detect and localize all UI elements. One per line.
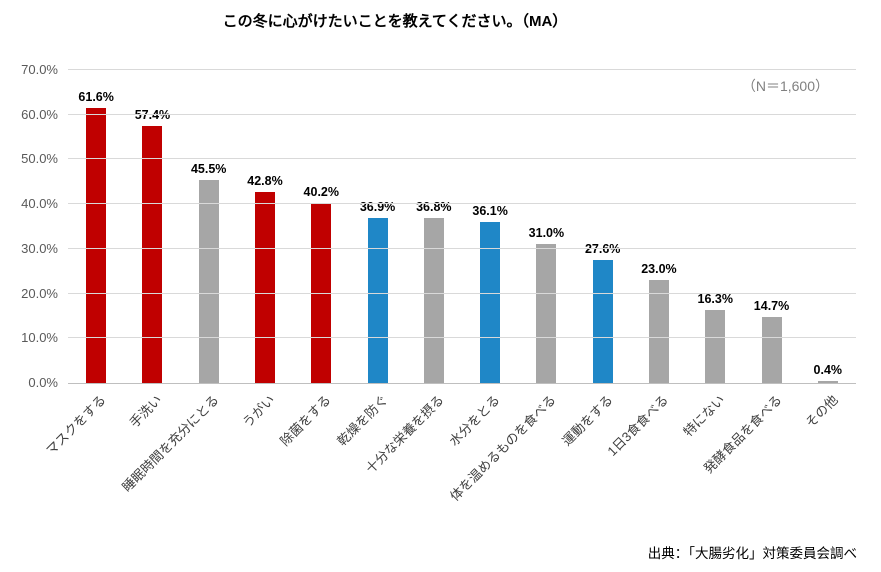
bar-value-label: 40.2% — [303, 185, 339, 200]
chart-title: この冬に心がけたいことを教えてください。（MA） — [222, 13, 568, 30]
x-axis-category-label: 手洗い — [126, 392, 166, 431]
bar-column: 23.0% 1日3食食べる — [605, 70, 687, 459]
bar — [423, 218, 444, 383]
bar — [536, 244, 557, 383]
bar-value-label: 57.4% — [134, 108, 171, 123]
bar-column: 36.8% 十分な栄養を摂る — [362, 70, 462, 476]
bar-value-label: 0.4% — [813, 363, 843, 378]
bar-column: 61.6% マスクをする — [43, 70, 124, 458]
x-axis-category-label: 睡眠時間を充分にとる — [118, 392, 222, 495]
x-axis-category-label: 特にない — [680, 392, 728, 440]
x-axis-category-label: マスクをする — [43, 392, 109, 458]
y-axis-tick-label: 30.0% — [21, 240, 58, 256]
bar-column: 14.7% 発酵食品を食べる — [700, 70, 799, 476]
bar-value-label: 36.9% — [359, 200, 396, 215]
bar — [761, 317, 782, 383]
y-axis-tick-label: 70.0% — [21, 62, 58, 77]
bar-value-label: 16.3% — [697, 292, 733, 307]
bar — [198, 179, 219, 383]
y-axis-tick-label: 0.0% — [28, 375, 58, 390]
bar — [367, 218, 388, 383]
bar-column: 31.0% 体を温めるものを食べる — [447, 70, 574, 503]
x-axis-category-label: 体を温めるものを食べる — [447, 392, 560, 504]
gridline — [68, 203, 856, 205]
x-axis-category-label: その他 — [802, 392, 841, 431]
bar-value-label: 31.0% — [528, 226, 565, 241]
bar-value-label: 45.5% — [190, 161, 227, 176]
y-axis-tick-label: 20.0% — [21, 285, 58, 301]
bar — [254, 191, 275, 383]
x-axis-category-label: うがい — [239, 392, 278, 431]
bar — [648, 280, 669, 383]
bar-column: 27.6% 運動をする — [559, 70, 631, 449]
bar-columns: 61.6% マスクをする 57.4% 手洗い 45.5% 睡眠時間を充分にとる 42.8% う… — [43, 70, 856, 504]
y-axis-tick-label: 60.0% — [21, 106, 58, 122]
bar-value-label: 23.0% — [641, 262, 677, 277]
bar-column: 0.4% その他 — [800, 70, 856, 430]
bar-column: 36.9% 乾燥を防ぐ — [334, 70, 405, 449]
gridline — [68, 69, 856, 70]
bar-column: 57.4% 手洗い — [124, 70, 180, 430]
bar-value-label: 14.7% — [753, 299, 790, 314]
bar-value-label: 61.6% — [78, 89, 114, 104]
bar-column: 42.8% うがい — [237, 70, 293, 431]
y-axis-tick-label: 50.0% — [21, 151, 58, 167]
x-axis-category-label: 除菌をする — [277, 392, 334, 449]
bar — [142, 126, 163, 383]
bar-value-label: 36.1% — [472, 203, 508, 218]
gridline — [68, 158, 856, 160]
bar — [705, 310, 726, 383]
y-axis-tick-label: 10.0% — [21, 330, 58, 346]
bar-value-label: 42.8% — [247, 173, 283, 188]
bar — [480, 221, 501, 383]
gridline — [68, 337, 856, 339]
bar-column: 16.3% 特にない — [681, 70, 743, 439]
gridline — [68, 292, 856, 294]
y-axis-tick-label: 40.0% — [21, 196, 58, 212]
gridline — [68, 247, 856, 249]
bar-column: 40.2% 除菌をする — [277, 70, 349, 448]
bar — [817, 381, 838, 383]
bar-column: 45.5% 睡眠時間を充分にとる — [119, 70, 237, 495]
gridline — [68, 113, 856, 115]
source-note: 出典：「大腸劣化」対策委員会調べ — [647, 546, 857, 561]
bar — [592, 259, 613, 383]
sample-size-label: （N＝1,600） — [741, 78, 829, 94]
bar-column: 36.1% 水分をとる — [446, 70, 518, 449]
plot-area: 61.6% マスクをする 57.4% 手洗い 45.5% 睡眠時間を充分にとる 42.8% う… — [21, 62, 856, 504]
bar — [86, 107, 107, 383]
